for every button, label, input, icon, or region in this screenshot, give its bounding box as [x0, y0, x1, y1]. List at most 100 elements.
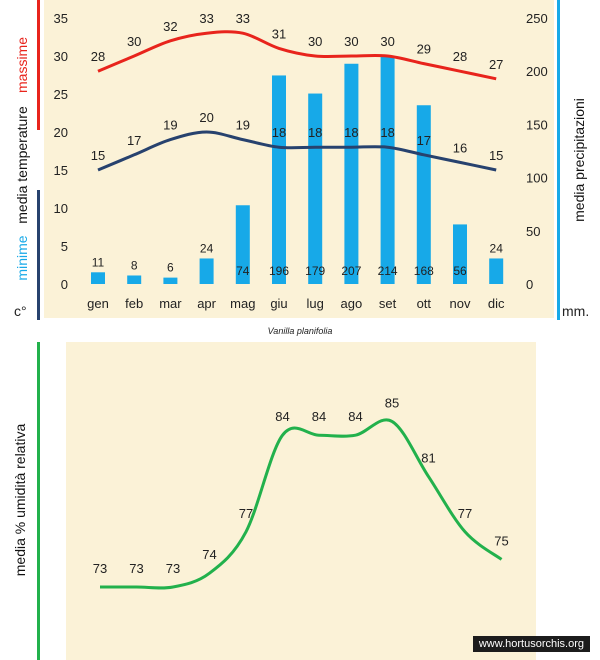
humidity-label: 73 [93, 561, 107, 576]
max-temperature-label: 27 [489, 57, 503, 72]
min-temperature-label: 18 [344, 125, 358, 140]
max-temperature-label: 31 [272, 26, 286, 41]
precipitation-label: 196 [269, 264, 289, 278]
month-label: ago [341, 296, 363, 311]
left-tick-label: 25 [54, 87, 68, 102]
humidity-chart-panel [66, 342, 536, 660]
min-temperature-label: 15 [489, 148, 503, 163]
precipitation-bar [453, 224, 467, 284]
precipitation-bar [416, 105, 431, 284]
humidity-label: 74 [202, 547, 216, 562]
month-label: lug [307, 296, 324, 311]
humidity-label: 73 [129, 561, 143, 576]
min-temperature-line [97, 130, 497, 172]
humidity-label: 84 [312, 409, 326, 424]
month-label: nov [450, 296, 471, 311]
month-label: dic [488, 296, 505, 311]
humidity-label: 77 [458, 506, 472, 521]
month-label: mag [230, 296, 255, 311]
humidity-axis-bar [37, 342, 40, 660]
precipitation-label: 11 [92, 255, 105, 269]
left-tick-label: 30 [54, 49, 68, 64]
left-tick-label: 20 [54, 125, 68, 140]
humidity-label: 84 [348, 409, 362, 424]
max-temperature-label: 28 [453, 49, 467, 64]
month-label: mar [159, 296, 182, 311]
min-temperature-label: 16 [453, 140, 467, 155]
right-tick-label: 250 [526, 11, 548, 26]
precipitation-label: 8 [131, 258, 138, 272]
precipitation-bar [235, 205, 250, 284]
max-temperature-line [97, 30, 497, 81]
right-tick-label: 200 [526, 64, 548, 79]
month-label: gen [87, 296, 109, 311]
right-tick-label: 100 [526, 171, 548, 186]
precipitation-bar [91, 272, 105, 284]
precipitation-bar [127, 275, 142, 284]
precipitation-label: 214 [378, 264, 398, 278]
left-tick-label: 0 [61, 277, 68, 292]
max-temperature-label: 29 [417, 42, 431, 57]
max-temperature-label: 30 [344, 34, 358, 49]
min-temperature-label: 17 [127, 133, 141, 148]
min-temperature-label: 17 [417, 133, 431, 148]
humidity-label: 81 [421, 451, 435, 466]
month-label: giu [270, 296, 287, 311]
temperature-precipitation-chart: 0 5 10 15 20 25 30 35 0 50 100 150 200 250 11 8 6 24 74 196… [14, 0, 589, 320]
precipitation-label: 74 [236, 264, 250, 278]
month-label: apr [197, 296, 216, 311]
min-temperature-label: 15 [91, 148, 105, 163]
min-axis-title: minime [14, 235, 30, 280]
humidity-label: 77 [239, 506, 253, 521]
precipitation-bar [489, 258, 504, 284]
min-temperature-label: 19 [163, 118, 177, 133]
min-temperature-label: 18 [380, 125, 394, 140]
min-axis-bar [37, 190, 40, 320]
precipitation-bar [163, 277, 178, 284]
precipitation-bar [308, 93, 323, 284]
mm-unit: mm. [562, 303, 589, 319]
min-temperature-label: 19 [236, 118, 250, 133]
max-axis-title: massime [14, 37, 30, 93]
right-tick-label: 150 [526, 117, 548, 132]
precipitation-axis-bar [557, 0, 560, 320]
precipitation-label: 24 [200, 241, 214, 255]
precipitation-label: 24 [490, 241, 504, 255]
left-tick-label: 35 [54, 11, 68, 26]
precipitation-bar [344, 63, 359, 284]
left-tick-label: 10 [54, 201, 68, 216]
precipitation-label: 6 [167, 261, 174, 275]
min-temperature-label: 20 [199, 110, 213, 125]
humidity-axis-title: media % umidità relativa [12, 424, 28, 577]
month-label: feb [125, 296, 143, 311]
max-temperature-label: 28 [91, 49, 105, 64]
min-temperature-label: 18 [272, 125, 286, 140]
max-temperature-label: 32 [163, 19, 177, 34]
max-temperature-label: 30 [380, 34, 394, 49]
precipitation-bar [199, 258, 214, 284]
max-temperature-label: 30 [308, 34, 322, 49]
max-axis-bar [37, 0, 40, 130]
temperature-axis-title: media temperature [14, 106, 30, 224]
left-tick-label: 15 [54, 163, 68, 178]
humidity-label: 84 [275, 409, 289, 424]
precipitation-label: 179 [305, 264, 325, 278]
watermark: www.hortusorchis.org [472, 636, 590, 652]
max-temperature-label: 33 [236, 11, 250, 26]
month-label: ott [417, 296, 432, 311]
humidity-label: 85 [385, 395, 399, 410]
min-temperature-label: 18 [308, 125, 322, 140]
precipitation-bar [380, 56, 395, 284]
precipitation-bar [272, 75, 286, 285]
max-temperature-label: 33 [199, 11, 213, 26]
humidity-label: 73 [166, 561, 180, 576]
precipitation-axis-title: media precipitazioni [571, 98, 587, 222]
right-tick-label: 0 [526, 277, 533, 292]
precipitation-label: 168 [414, 264, 434, 278]
precipitation-label: 207 [341, 264, 361, 278]
humidity-line [100, 418, 503, 590]
month-label: set [379, 296, 397, 311]
humidity-label: 75 [494, 533, 508, 548]
precipitation-label: 56 [453, 264, 467, 278]
